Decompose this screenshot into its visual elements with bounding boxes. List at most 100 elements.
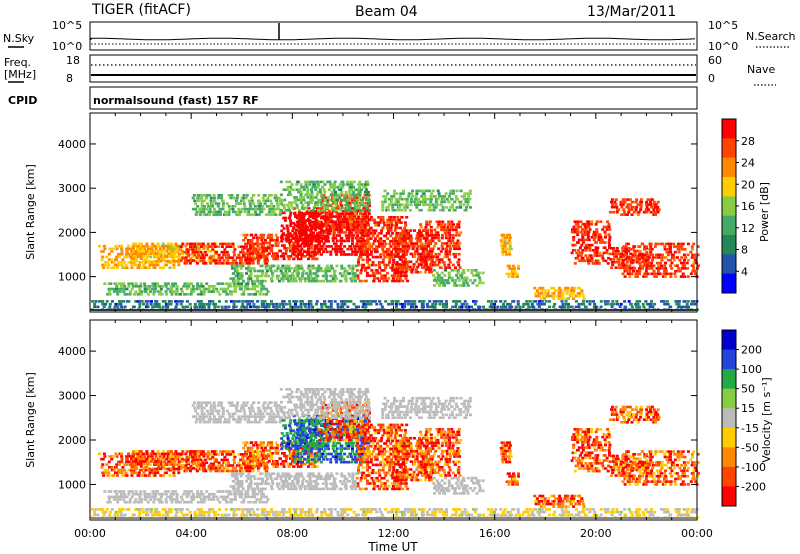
heatmap-cell (194, 467, 198, 471)
heatmap-cell (295, 269, 298, 273)
heatmap-cell (319, 190, 323, 194)
heatmap-cell (621, 272, 625, 276)
heatmap-cell (305, 244, 309, 247)
heatmap-cell (244, 300, 248, 303)
heatmap-cell (366, 302, 370, 306)
heatmap-cell (125, 455, 129, 458)
heatmap-cell (627, 247, 631, 250)
heatmap-cell (462, 271, 466, 275)
heatmap-cell (462, 269, 465, 272)
heatmap-cell (192, 194, 196, 197)
heatmap-cell (425, 250, 429, 253)
heatmap-cell (433, 261, 437, 264)
heatmap-cell (235, 264, 239, 268)
heatmap-cell (418, 237, 422, 240)
heatmap-cell (388, 261, 392, 264)
heatmap-cell (316, 269, 320, 273)
heatmap-cell (447, 220, 451, 224)
heatmap-cell (431, 305, 435, 309)
heatmap-cell (406, 203, 410, 206)
heatmap-cell (333, 225, 336, 229)
heatmap-cell (628, 258, 632, 262)
heatmap-cell (219, 242, 222, 246)
heatmap-cell (638, 249, 642, 253)
heatmap-cell (184, 256, 188, 259)
heatmap-cell (234, 262, 238, 265)
heatmap-cell (426, 244, 430, 248)
heatmap-cell (578, 286, 581, 290)
heatmap-cell (346, 223, 350, 226)
heatmap-cell (276, 257, 280, 261)
heatmap-cell (367, 198, 371, 202)
heatmap-cell (344, 279, 348, 283)
heatmap-cell (676, 242, 680, 246)
heatmap-cell (329, 267, 332, 270)
heatmap-cell (664, 267, 668, 270)
heatmap-cell (541, 286, 545, 290)
heatmap-cell (232, 282, 236, 285)
heatmap-cell (189, 453, 192, 456)
heatmap-cell (163, 467, 167, 471)
heatmap-cell (466, 284, 470, 287)
heatmap-cell (511, 270, 515, 273)
heatmap-cell (134, 471, 138, 475)
heatmap-cell (436, 197, 440, 201)
heatmap-cell (463, 192, 467, 195)
heatmap-cell (350, 209, 354, 212)
heatmap-cell (623, 275, 627, 278)
heatmap-cell (392, 237, 395, 240)
heatmap-cell (173, 290, 177, 293)
heatmap-cell (252, 249, 256, 253)
heatmap-cell (454, 279, 458, 282)
heatmap-cell (540, 300, 544, 303)
heatmap-cell (454, 244, 458, 248)
heatmap-cell (683, 248, 687, 251)
heatmap-cell (665, 300, 669, 303)
heatmap-cell (197, 194, 201, 197)
velocity-heatmap-cells (90, 388, 700, 519)
heatmap-cell (610, 205, 614, 209)
heatmap-cell (432, 263, 435, 267)
heatmap-cell (429, 268, 433, 271)
heatmap-cell (428, 206, 432, 209)
heatmap-cell (105, 255, 109, 259)
heatmap-cell (252, 247, 256, 250)
heatmap-cell (232, 277, 236, 280)
heatmap-cell (436, 234, 440, 237)
heatmap-cell (587, 238, 591, 242)
heatmap-cell (613, 200, 617, 204)
heatmap-cell (192, 458, 196, 462)
heatmap-cell (537, 292, 541, 295)
heatmap-cell (321, 245, 325, 248)
heatmap-cell (409, 268, 413, 271)
heatmap-cell (650, 300, 653, 303)
heatmap-cell (374, 263, 378, 267)
heatmap-cell (632, 269, 635, 273)
heatmap-cell (140, 462, 144, 466)
heatmap-cell (302, 233, 306, 237)
heatmap-cell (405, 263, 409, 266)
heatmap-cell (140, 300, 144, 303)
heatmap-cell (419, 247, 423, 251)
heatmap-cell (231, 242, 235, 246)
heatmap-cell (295, 215, 299, 218)
heatmap-cell (457, 234, 461, 237)
heatmap-cell (306, 196, 310, 199)
heatmap-cell (364, 232, 367, 235)
heatmap-cell (315, 201, 319, 204)
heatmap-cell (294, 228, 298, 232)
heatmap-cell (645, 252, 649, 256)
heatmap-cell (336, 193, 339, 197)
heatmap-cell (154, 252, 158, 255)
nsky-label: N.Sky (3, 32, 35, 45)
heatmap-cell (132, 457, 136, 461)
heatmap-cell (192, 287, 195, 291)
heatmap-cell (201, 450, 205, 453)
heatmap-cell (185, 285, 189, 288)
heatmap-cell (307, 253, 311, 256)
heatmap-cell (322, 209, 326, 212)
heatmap-cell (503, 239, 507, 242)
heatmap-cell (311, 185, 315, 189)
heatmap-cell (347, 201, 351, 205)
heatmap-cell (597, 238, 601, 242)
